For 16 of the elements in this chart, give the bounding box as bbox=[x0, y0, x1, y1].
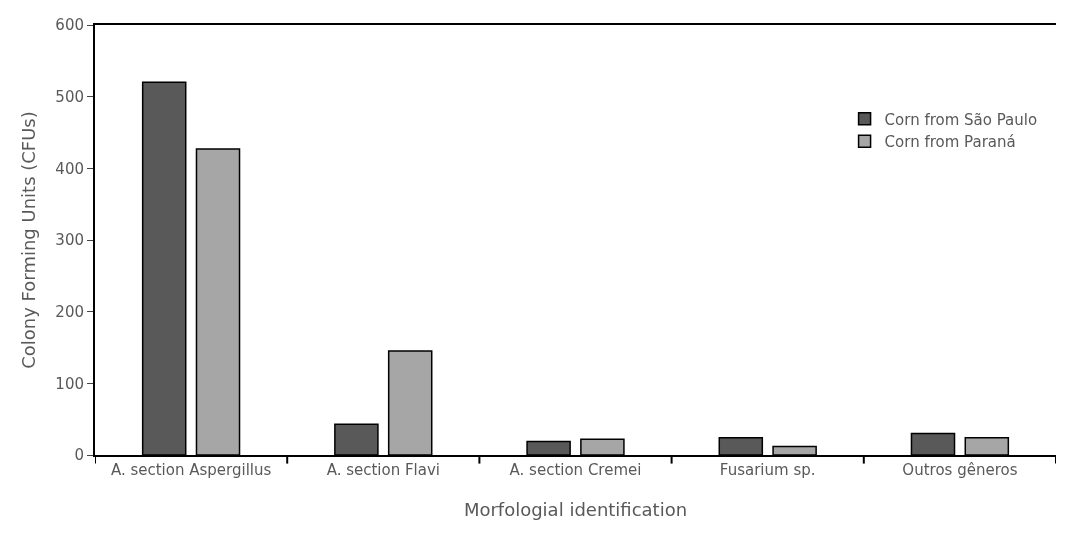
x-axis-title: Morfologial identification bbox=[463, 498, 688, 520]
y-tick-label: 600 bbox=[55, 16, 84, 35]
y-tick-label: 200 bbox=[55, 302, 84, 321]
y-tick-label: 400 bbox=[55, 159, 84, 178]
y-tick-label: 100 bbox=[55, 374, 84, 393]
y-axis-title: Colony Forming Units (CFUs) bbox=[18, 111, 40, 369]
x-tick-label: Fusarium sp. bbox=[719, 461, 816, 479]
legend-label: Corn from Paraná bbox=[884, 133, 1016, 151]
y-tick-label: 0 bbox=[74, 446, 84, 465]
x-tick-label: Outros gêneros bbox=[902, 461, 1018, 479]
x-tick-label: A. section Cremei bbox=[509, 461, 642, 479]
y-tick-label: 500 bbox=[55, 87, 84, 106]
y-tick-label: 300 bbox=[55, 231, 84, 250]
legend-label: Corn from São Paulo bbox=[884, 110, 1038, 129]
x-tick-label: A. section Aspergillus bbox=[110, 461, 272, 479]
x-tick-label: A. section Flavi bbox=[326, 461, 440, 479]
